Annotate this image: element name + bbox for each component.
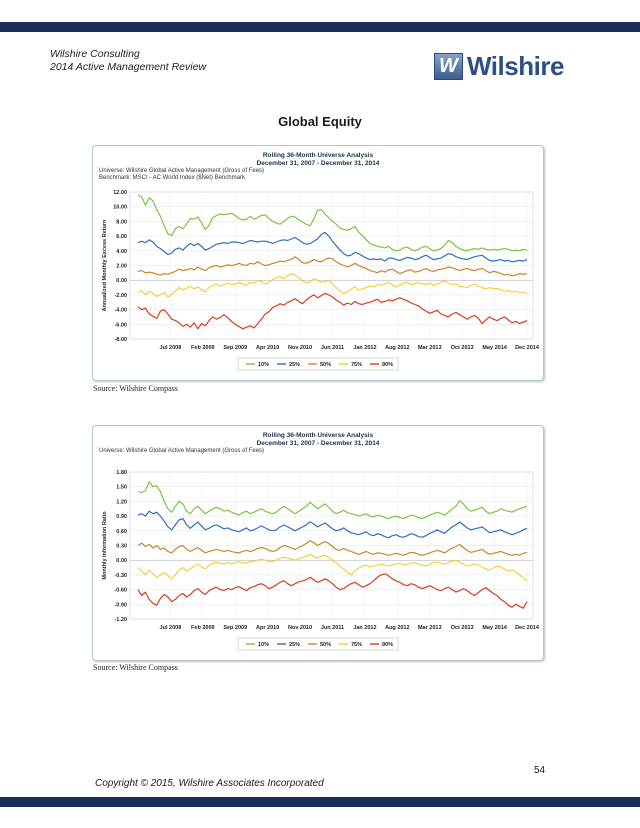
series-line-10pct [137,194,528,252]
y-tick-label: 6.00 [116,234,127,240]
y-tick-label: -0.30 [114,573,127,579]
y-tick-label: -1.20 [114,617,127,623]
chart-source-2: Source: Wilshire Compass [93,663,178,672]
x-tick-label: Jul 2008 [160,625,182,631]
legend-box [237,637,399,651]
top-brand-bar [0,22,640,32]
chart-panel-information-ratio: Rolling 36-Month Universe Analysis Decemb… [92,425,544,661]
series-line-25pct [137,231,528,263]
chart-source-1: Source: Wilshire Compass [93,384,178,393]
y-tick-label: 8.00 [116,219,127,225]
series-line-50pct [137,539,528,556]
x-tick-label: Jun 2011 [321,345,344,351]
legend-label: 50% [320,362,331,368]
legend-label: 10% [258,642,269,648]
y-tick-label: -4.00 [114,308,127,314]
legend-label: 75% [351,362,362,368]
x-tick-label: Sep 2009 [223,625,247,631]
x-tick-label: Dec 2014 [515,625,540,631]
benchmark-note: Benchmark: MSCI - AC World Index ($Net) … [99,175,246,181]
x-tick-label: Apr 2010 [256,625,279,631]
y-tick-label: -6.00 [114,322,127,328]
x-tick-label: Nov 2010 [288,345,312,351]
x-tick-label: Aug 2012 [385,625,409,631]
legend-label: 25% [289,642,300,648]
y-tick-label: 4.00 [116,249,127,255]
legend-label: 90% [382,362,393,368]
report-name: 2014 Active Management Review [50,61,207,73]
information-ratio-chart: Rolling 36-Month Universe AnalysisDecemb… [99,432,540,651]
series-line-90pct [137,573,528,609]
logo-mark-icon: W [434,52,463,80]
y-tick-label: 12.00 [113,190,127,196]
x-tick-label: Sep 2009 [223,345,247,351]
page-number: 54 [534,765,546,776]
x-tick-label: Dec 2014 [515,345,540,351]
bottom-brand-bar [0,797,640,807]
copyright-notice: Copyright © 2015, Wilshire Associates In… [95,778,324,789]
y-tick-label: -2.00 [114,293,127,299]
chart-panel-excess-return: Rolling 36-Month Universe Analysis Decemb… [92,145,544,381]
y-tick-label: 1.50 [116,485,127,491]
x-tick-label: Jun 2011 [321,625,344,631]
logo-wordmark: Wilshire [467,50,564,81]
report-header: Wilshire Consulting 2014 Active Manageme… [50,48,206,74]
x-tick-label: Feb 2009 [191,345,215,351]
y-axis-label: Annualized Monthly Excess Return [102,219,108,311]
x-tick-label: Jan 2012 [353,345,376,351]
legend-label: 10% [258,362,269,368]
legend-label: 75% [351,642,362,648]
x-tick-label: Jan 2012 [353,625,376,631]
y-tick-label: 2.00 [116,264,127,270]
y-axis-label: Monthly Information Ratio [102,511,108,580]
y-tick-label: 0.30 [116,544,127,550]
x-tick-label: Aug 2012 [385,345,409,351]
section-title: Global Equity [278,114,362,129]
universe-note: Universe: Wilshire Global Active Managem… [99,168,264,174]
x-tick-label: Feb 2009 [191,625,215,631]
y-tick-label: 10.00 [113,205,127,211]
y-tick-label: 0.00 [116,278,127,284]
x-tick-label: Mar 2013 [418,625,442,631]
x-tick-label: Apr 2010 [256,345,279,351]
legend-label: 25% [289,362,300,368]
y-tick-label: 1.20 [116,499,127,505]
chart-subtitle: December 31, 2007 - December 31, 2014 [257,440,380,447]
y-tick-label: 0.00 [116,558,127,564]
x-tick-label: Nov 2010 [288,625,312,631]
legend-label: 50% [320,642,331,648]
x-tick-label: Jul 2008 [160,345,182,351]
legend-label: 90% [382,642,393,648]
y-tick-label: -8.00 [114,337,127,343]
y-tick-label: 0.60 [116,529,127,535]
x-tick-label: May 2014 [482,345,507,351]
universe-note: Universe: Wilshire Global Active Managem… [99,448,264,454]
series-line-90pct [137,292,528,330]
excess-return-chart: Rolling 36-Month Universe AnalysisDecemb… [99,152,540,371]
series-line-10pct [137,481,528,520]
y-tick-label: -0.60 [114,588,127,594]
y-tick-label: 0.90 [116,514,127,520]
chart-title: Rolling 36-Month Universe Analysis [263,152,374,159]
series-line-50pct [137,256,528,277]
y-tick-label: -0.90 [114,602,127,608]
series-line-75pct [137,553,528,582]
x-tick-label: Oct 2013 [451,345,474,351]
x-tick-label: Oct 2013 [451,625,474,631]
wilshire-logo: W Wilshire [434,50,564,81]
chart-title: Rolling 36-Month Universe Analysis [263,432,374,439]
legend-box [237,357,399,371]
y-tick-label: 1.80 [116,470,127,476]
x-tick-label: May 2014 [482,625,507,631]
x-tick-label: Mar 2013 [418,345,442,351]
chart-subtitle: December 31, 2007 - December 31, 2014 [257,160,380,167]
company-name: Wilshire Consulting [50,48,140,60]
series-line-25pct [137,510,528,539]
series-line-75pct [137,272,528,298]
